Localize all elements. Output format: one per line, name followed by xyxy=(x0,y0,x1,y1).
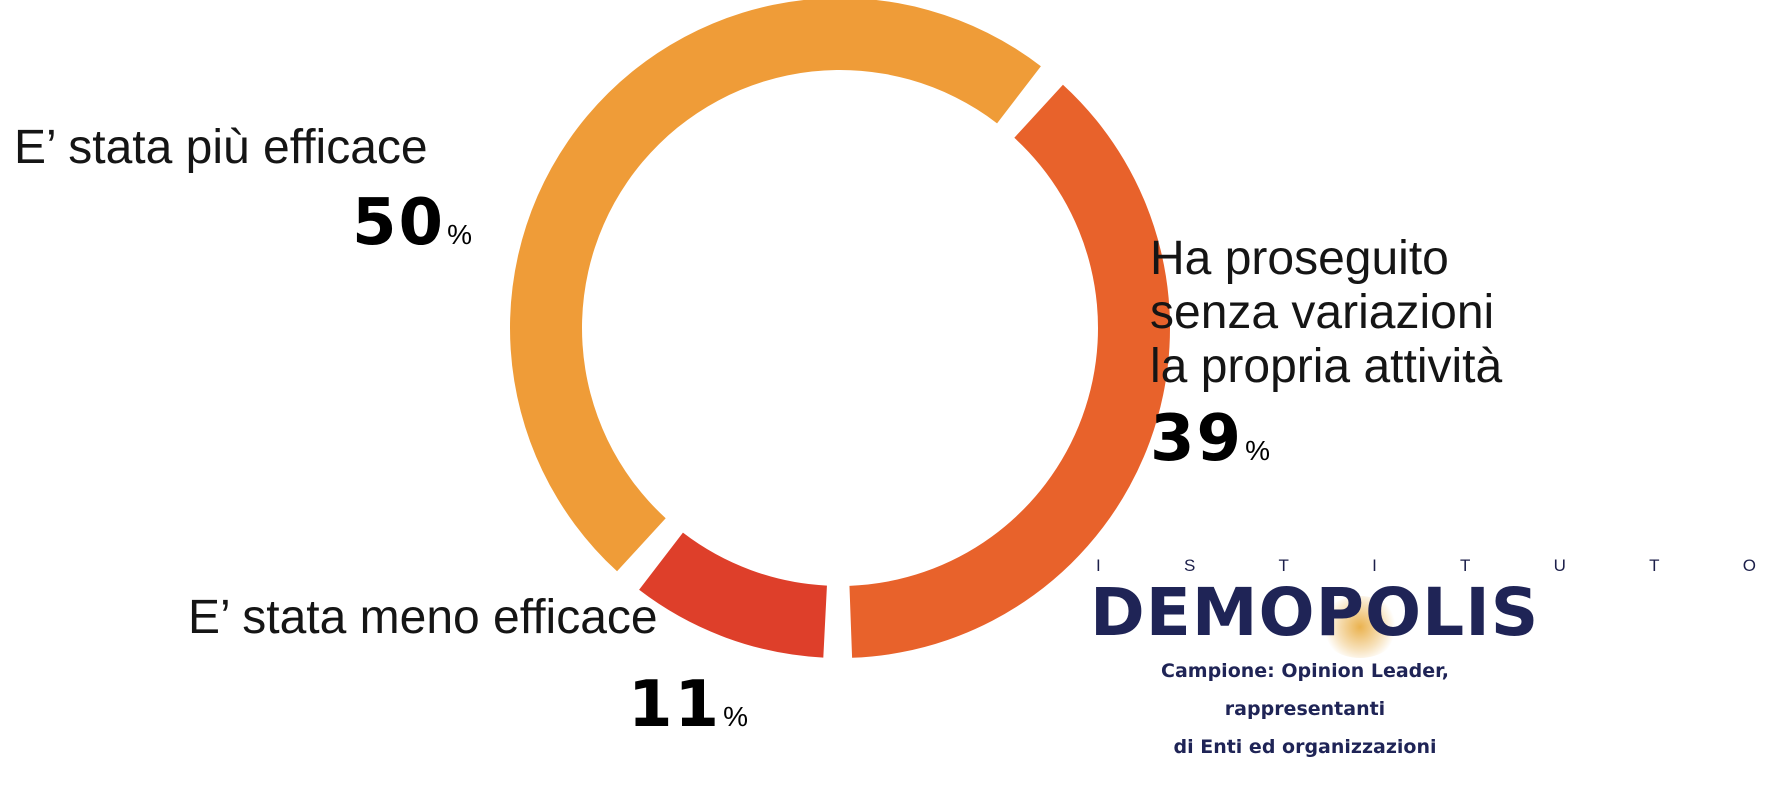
value-unchanged: 39% xyxy=(1150,402,1270,476)
logo-letter: T xyxy=(1460,556,1471,575)
value-more-effective-number: 50 xyxy=(352,186,446,260)
sample-note-line1: Campione: Opinion Leader, rappresentanti xyxy=(1161,660,1449,720)
logo-letter: I xyxy=(1372,556,1377,575)
sample-note-line2: di Enti ed organizzazioni xyxy=(1173,736,1437,758)
value-unchanged-number: 39 xyxy=(1150,402,1244,476)
slice-more-effective xyxy=(510,0,1041,572)
slice-less-effective xyxy=(639,532,827,658)
demopolis-logo: I S T I T U T O DEMOPOLIS Campione: Opin… xyxy=(1090,556,1760,766)
logo-glow xyxy=(1320,596,1400,658)
logo-brand: DEMOPOLIS xyxy=(1090,580,1760,658)
logo-letter: T xyxy=(1278,556,1289,575)
value-less-effective: 11% xyxy=(628,668,748,742)
label-less-effective: E’ stata meno efficace xyxy=(188,591,658,644)
logo-istituto: I S T I T U T O xyxy=(1096,556,1756,576)
sample-note: Campione: Opinion Leader, rappresentanti… xyxy=(1090,652,1520,766)
label-unchanged-line2: senza variazioni xyxy=(1150,286,1495,339)
value-less-effective-unit: % xyxy=(723,701,748,732)
label-unchanged-line1: Ha proseguito xyxy=(1150,232,1449,285)
label-unchanged: Ha proseguito senza variazioni la propri… xyxy=(1150,232,1502,394)
label-unchanged-line3: la propria attività xyxy=(1150,340,1503,393)
logo-letter: U xyxy=(1553,556,1566,575)
value-unchanged-unit: % xyxy=(1245,435,1270,466)
value-less-effective-number: 11 xyxy=(628,668,722,742)
label-more-effective: E’ stata più efficace xyxy=(14,121,428,174)
logo-letter: O xyxy=(1742,556,1756,575)
logo-letter: I xyxy=(1096,556,1101,575)
value-more-effective-unit: % xyxy=(447,219,472,250)
logo-letter: S xyxy=(1183,556,1196,575)
slice-unchanged xyxy=(849,84,1170,658)
logo-letter: T xyxy=(1649,556,1660,575)
logo-brand-text: DEMOPOLIS xyxy=(1090,574,1540,651)
value-more-effective: 50% xyxy=(352,186,472,260)
